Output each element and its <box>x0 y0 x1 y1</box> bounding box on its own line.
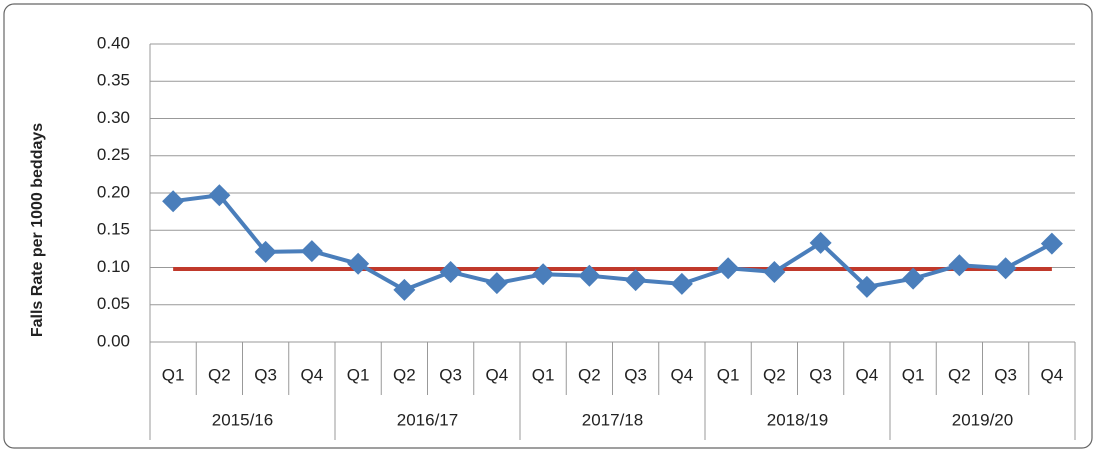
x-tick-label: Q3 <box>809 365 832 384</box>
y-tick-label: 0.25 <box>97 145 130 164</box>
x-tick-label: Q4 <box>1041 365 1064 384</box>
y-tick-label: 0.00 <box>97 331 130 350</box>
x-tick-label: Q2 <box>948 365 971 384</box>
x-tick-label: Q3 <box>439 365 462 384</box>
data-point <box>254 240 277 263</box>
data-point <box>347 252 370 275</box>
x-tick-label: Q2 <box>208 365 231 384</box>
x-tick-label: Q1 <box>902 365 925 384</box>
data-point <box>948 254 971 277</box>
group-label: 2018/19 <box>767 410 828 429</box>
data-point <box>532 263 555 286</box>
data-point <box>1040 232 1063 255</box>
data-point <box>162 190 185 213</box>
x-tick-label: Q1 <box>532 365 555 384</box>
data-point <box>763 260 786 283</box>
data-point <box>994 257 1017 280</box>
data-point <box>208 184 231 207</box>
x-tick-label: Q3 <box>624 365 647 384</box>
x-tick-label: Q3 <box>994 365 1017 384</box>
group-label: 2017/18 <box>582 410 643 429</box>
data-point <box>717 257 740 280</box>
data-point <box>393 278 416 301</box>
y-tick-label: 0.15 <box>97 220 130 239</box>
data-point <box>902 267 925 290</box>
data-point <box>578 264 601 287</box>
x-tick-label: Q2 <box>393 365 416 384</box>
data-point <box>809 231 832 254</box>
x-tick-label: Q1 <box>717 365 740 384</box>
y-axis-title: Falls Rate per 1000 beddays <box>29 123 46 337</box>
chart-frame <box>3 3 1093 449</box>
group-label: 2019/20 <box>952 410 1013 429</box>
data-point <box>624 269 647 292</box>
x-tick-label: Q4 <box>671 365 694 384</box>
data-point <box>300 240 323 263</box>
x-tick-label: Q2 <box>578 365 601 384</box>
x-tick-label: Q1 <box>162 365 185 384</box>
y-tick-label: 0.30 <box>97 108 130 127</box>
data-point <box>485 272 508 295</box>
data-point <box>670 272 693 295</box>
y-tick-label: 0.40 <box>97 33 130 52</box>
x-tick-label: Q2 <box>763 365 786 384</box>
x-tick-label: Q4 <box>486 365 509 384</box>
x-tick-label: Q1 <box>347 365 370 384</box>
x-tick-label: Q4 <box>301 365 324 384</box>
y-tick-label: 0.20 <box>97 182 130 201</box>
y-tick-label: 0.10 <box>97 257 130 276</box>
data-point <box>855 275 878 298</box>
group-label: 2016/17 <box>397 410 458 429</box>
x-tick-label: Q4 <box>856 365 879 384</box>
x-tick-label: Q3 <box>254 365 277 384</box>
data-point <box>439 260 462 283</box>
y-tick-label: 0.35 <box>97 71 130 90</box>
group-label: 2015/16 <box>212 410 273 429</box>
y-tick-label: 0.05 <box>97 294 130 313</box>
